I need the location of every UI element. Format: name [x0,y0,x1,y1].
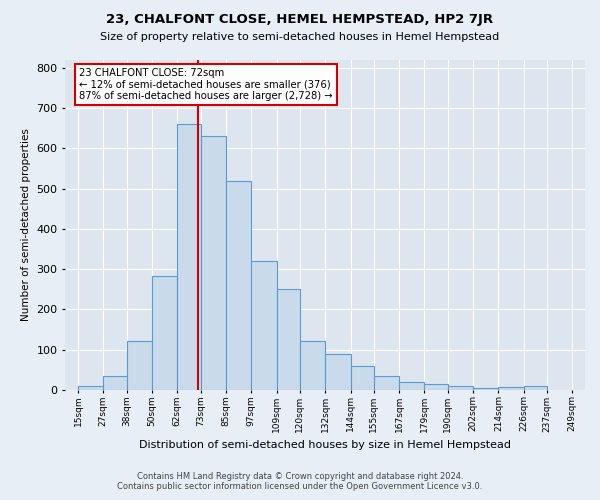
Text: Contains HM Land Registry data © Crown copyright and database right 2024.
Contai: Contains HM Land Registry data © Crown c… [118,472,482,491]
Y-axis label: Number of semi-detached properties: Number of semi-detached properties [21,128,31,322]
Bar [251,261,277,390]
Bar [524,386,547,390]
Bar [300,340,325,390]
Bar [325,354,350,390]
Bar [448,386,473,390]
Bar [226,180,251,390]
Text: 23, CHALFONT CLOSE, HEMEL HEMPSTEAD, HP2 7JR: 23, CHALFONT CLOSE, HEMEL HEMPSTEAD, HP2… [106,12,494,26]
Bar [473,388,499,390]
Bar [152,276,177,390]
Bar [200,136,226,390]
Bar [277,289,300,390]
Bar [424,384,448,390]
Bar [350,366,374,390]
Bar [177,124,200,390]
Bar [127,342,152,390]
Bar [499,386,524,390]
Bar [374,376,399,390]
Bar [103,376,127,390]
Bar [78,386,103,390]
Bar [399,382,424,390]
Text: Size of property relative to semi-detached houses in Hemel Hempstead: Size of property relative to semi-detach… [100,32,500,42]
X-axis label: Distribution of semi-detached houses by size in Hemel Hempstead: Distribution of semi-detached houses by … [139,440,511,450]
Text: 23 CHALFONT CLOSE: 72sqm
← 12% of semi-detached houses are smaller (376)
87% of : 23 CHALFONT CLOSE: 72sqm ← 12% of semi-d… [79,68,332,101]
